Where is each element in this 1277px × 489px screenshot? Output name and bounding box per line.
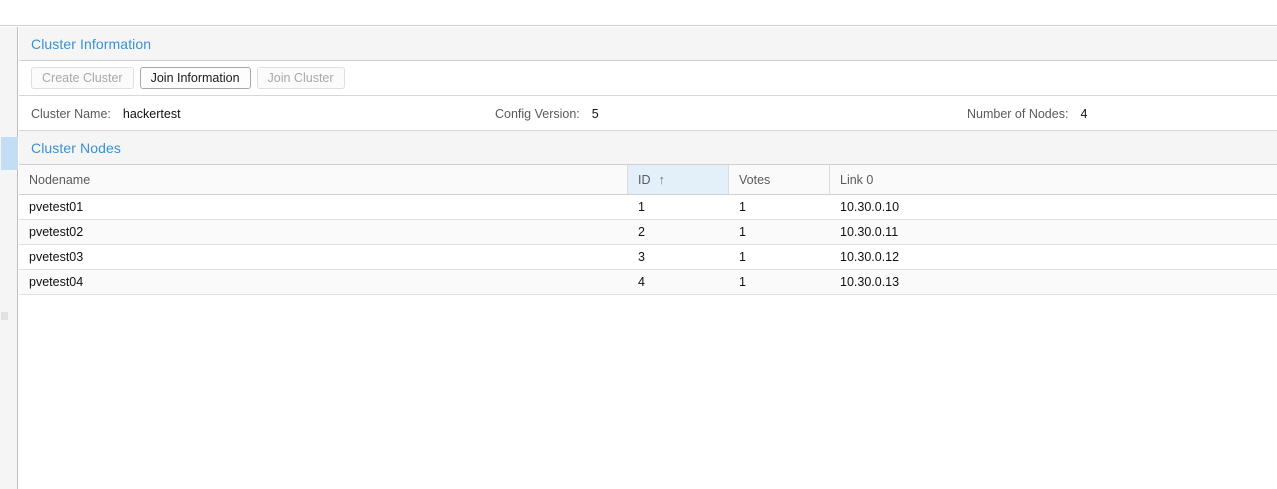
cell-link0: 10.30.0.11 (840, 225, 899, 239)
nodes-table-empty-area (19, 295, 1277, 465)
create-cluster-button[interactable]: Create Cluster (31, 67, 134, 89)
column-header-nodename-label: Nodename (29, 172, 91, 187)
cell-id: 2 (638, 225, 645, 239)
cluster-information-header: Cluster Information (19, 27, 1277, 61)
join-cluster-button[interactable]: Join Cluster (256, 67, 345, 89)
join-information-button[interactable]: Join Information (139, 67, 251, 89)
nodes-table-body: pvetest01 1 1 10.30.0.10 pvetest02 2 1 1… (19, 195, 1277, 465)
left-nav-gutter[interactable] (0, 27, 18, 489)
cell-votes: 1 (739, 250, 746, 264)
cluster-information-title: Cluster Information (31, 35, 152, 52)
cluster-info-row: Cluster Name: hackertest Config Version:… (19, 96, 1277, 131)
cell-votes: 1 (739, 225, 746, 239)
table-row[interactable]: pvetest02 2 1 10.30.0.11 (19, 220, 1277, 245)
cell-nodename: pvetest04 (29, 275, 84, 289)
nav-scroll-mark (1, 312, 8, 320)
number-of-nodes-field: Number of Nodes: 4 (967, 96, 1087, 131)
cluster-information-toolbar: Create Cluster Join Information Join Clu… (19, 61, 1277, 96)
cell-id: 4 (638, 275, 645, 289)
column-header-link0[interactable]: Link 0 (830, 165, 1277, 194)
cell-nodename: pvetest03 (29, 250, 84, 264)
cluster-name-field: Cluster Name: hackertest (31, 96, 181, 131)
cell-votes: 1 (739, 200, 746, 214)
cell-nodename: pvetest01 (29, 200, 84, 214)
cluster-name-label: Cluster Name: (31, 106, 111, 121)
cluster-name-value: hackertest (122, 106, 181, 121)
table-row[interactable]: pvetest03 3 1 10.30.0.12 (19, 245, 1277, 270)
cell-id: 3 (638, 250, 645, 264)
column-header-votes[interactable]: Votes (729, 165, 830, 194)
column-header-id-label: ID (638, 172, 651, 187)
column-header-votes-label: Votes (739, 172, 771, 187)
number-of-nodes-value: 4 (1080, 106, 1088, 121)
cluster-panel: Cluster Information Create Cluster Join … (19, 27, 1277, 489)
table-row[interactable]: pvetest01 1 1 10.30.0.10 (19, 195, 1277, 220)
cell-link0: 10.30.0.13 (840, 275, 900, 289)
cell-id: 1 (638, 200, 645, 214)
column-header-nodename[interactable]: Nodename (19, 165, 628, 194)
top-strip (0, 0, 1277, 26)
config-version-field: Config Version: 5 (495, 96, 599, 131)
sort-ascending-icon: ↑ (658, 172, 666, 187)
cell-link0: 10.30.0.12 (840, 250, 900, 264)
column-header-id[interactable]: ID ↑ (628, 165, 729, 194)
cluster-nodes-title: Cluster Nodes (31, 139, 122, 156)
column-header-link0-label: Link 0 (840, 172, 874, 187)
cell-votes: 1 (739, 275, 746, 289)
nodes-table-header: Nodename ID ↑ Votes Link 0 (19, 165, 1277, 195)
config-version-label: Config Version: (495, 106, 580, 121)
nav-selection-indicator (1, 137, 18, 170)
config-version-value: 5 (591, 106, 599, 121)
cell-link0: 10.30.0.10 (840, 200, 900, 214)
table-row[interactable]: pvetest04 4 1 10.30.0.13 (19, 270, 1277, 295)
cluster-nodes-header: Cluster Nodes (19, 131, 1277, 165)
number-of-nodes-label: Number of Nodes: (967, 106, 1069, 121)
cell-nodename: pvetest02 (29, 225, 84, 239)
